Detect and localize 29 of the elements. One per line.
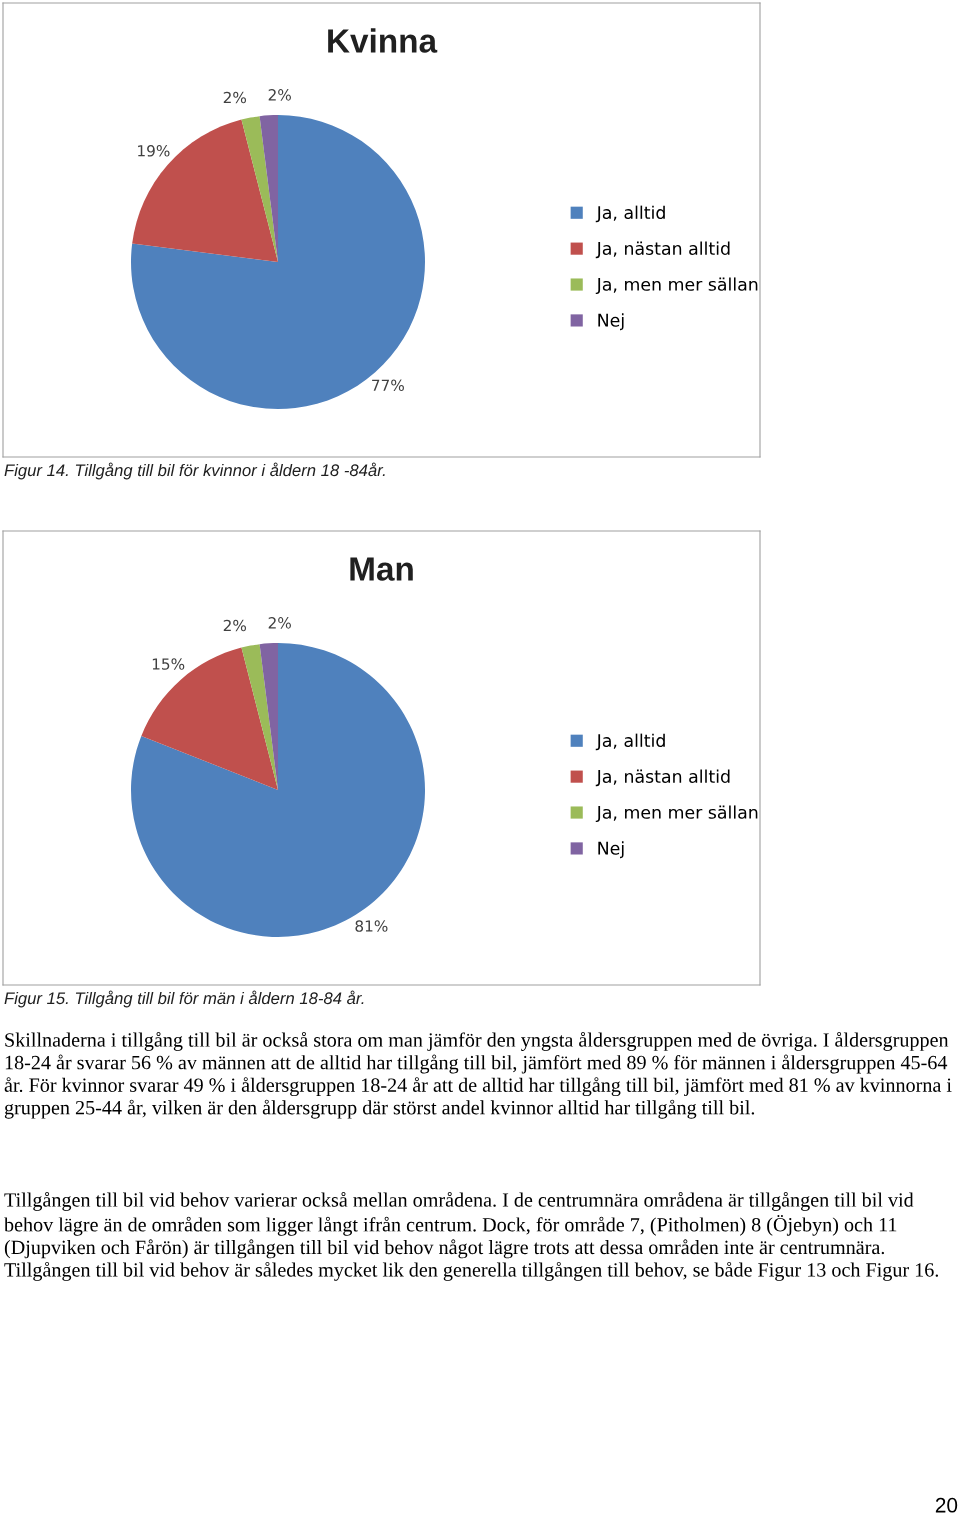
text: 20	[935, 1497, 958, 1513]
data-label: 15%	[152, 658, 185, 670]
legend-label: Nej	[598, 841, 624, 859]
legend-label: Ja, nästan alltid	[595, 241, 730, 259]
legend-label: Ja, alltid	[595, 733, 665, 751]
pie-slice	[131, 115, 425, 409]
legend-label: Ja, alltid	[595, 205, 665, 223]
data-label: 2%	[223, 619, 247, 632]
pie-slice	[141, 647, 278, 790]
chart-title: Kvinna	[328, 28, 438, 53]
text: Tillgången till bil vid behov varierar också mellan områdena. I de centrumnära områdena är tillgången till bil vid behov lägre än de områden som ligger långt ifrån centrum. Dock, för område 7, (Pitholmen) 8 (Öjebyn) och 11 (Djupviken och Fårön) är tillgången till bil vid behov något lägre trots att dessa områden inte är centrumnära. Tillgången till bil vid behov är således mycket lik den generella tillgången till behov, se både Figur 13 och Figur 16.	[4, 1192, 939, 1281]
pie-slice	[241, 116, 278, 262]
legend-label: Ja, men mer sällan	[595, 277, 758, 295]
legend-label: Ja, men mer sällan	[595, 805, 758, 823]
data-label: 2%	[268, 89, 291, 101]
data-label: 2%	[223, 91, 247, 104]
legend-label: Nej	[598, 313, 624, 331]
pie-slice	[241, 644, 278, 790]
text: Skillnaderna i tillgång till bil är också stora om man jämför den yngsta åldersgruppen med de övriga. I åldersgruppen 18-24 år svarar 56 % av männen att de alltid har tillgång till bil, jämfört med 89 % för männen i åldersgruppen 45-64 år. För kvinnor svarar 49 % i åldersgruppen 18-24 år att de alltid har tillgång till bil, jämfört med 81 % av kvinnorna i gruppen 25-44 år, vilken är den åldersgrupp där störst andel kvinnor alltid har tillgång till bil.	[4, 1032, 952, 1119]
data-label: 19%	[138, 145, 170, 157]
data-label: 2%	[268, 617, 291, 629]
chart-title: Man	[350, 557, 413, 581]
pie-slice	[132, 119, 278, 262]
text: Figur 15. Tillgång till bil för män i åldern 18-84 år.	[4, 990, 364, 1008]
pie-slice	[131, 643, 425, 937]
data-label: 81%	[355, 920, 388, 932]
text: Figur 14. Tillgång till bil för kvinnor i åldern 18 -84år.	[4, 462, 385, 480]
legend-label: Ja, nästan alltid	[595, 769, 730, 787]
data-label: 77%	[372, 379, 404, 392]
